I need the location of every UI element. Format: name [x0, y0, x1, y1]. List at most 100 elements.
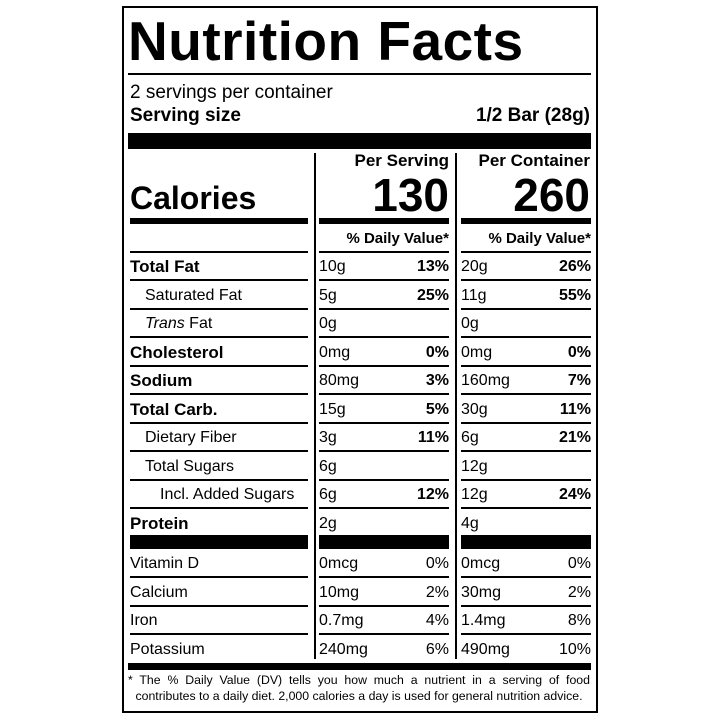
nutrient-label: Sodium [130, 367, 308, 395]
calories-bar [461, 218, 591, 224]
dv-header-container: % Daily Value* [461, 225, 591, 253]
daily-value: 8% [567, 612, 591, 629]
amount: 0mg [319, 343, 351, 361]
per-container-cell: 20g 26% [461, 253, 591, 281]
calories-per-container: 260 [513, 169, 590, 221]
amount: 490mg [461, 640, 510, 658]
amount: 3g [319, 429, 337, 446]
divider [128, 73, 591, 75]
per-container-cell: 12g 24% [461, 481, 591, 509]
nutrient-label: Protein [130, 513, 189, 533]
nutrient-label: Dietary Fiber [130, 424, 308, 452]
label-title: Nutrition Facts [128, 10, 524, 72]
per-serving-cell: 15g 5% [319, 396, 449, 424]
per-serving-header: Per Serving [354, 151, 450, 170]
daily-value: 7% [567, 372, 591, 389]
serving-size-label: Serving size [130, 105, 241, 126]
amount: 0g [461, 315, 479, 332]
daily-value: 2% [567, 583, 591, 601]
daily-value: 0% [425, 343, 449, 361]
per-container-cell: 0mcg 0% [461, 550, 591, 578]
nutrient-label: Trans Fat [130, 310, 308, 338]
per-container-cell: 0mg 0% [461, 339, 591, 367]
daily-value: 6% [425, 640, 449, 658]
calories-bar [319, 218, 449, 224]
daily-value: 11% [559, 400, 591, 418]
daily-value: 11% [417, 429, 449, 446]
per-serving-cell: 0.7mg 4% [319, 607, 449, 635]
per-serving-cell: 5g 25% [319, 282, 449, 310]
per-serving-cell: 2g [319, 510, 449, 538]
amount: 0mcg [319, 555, 359, 572]
amount: 30mg [461, 583, 502, 601]
daily-value: 13% [416, 258, 449, 275]
amount: 4g [461, 514, 479, 532]
nutrition-label [122, 6, 598, 713]
amount: 80mg [319, 372, 360, 389]
daily-value: 0% [425, 555, 449, 572]
calories-bar [130, 218, 308, 224]
amount: 11g [461, 286, 487, 304]
amount: 6g [319, 486, 337, 503]
per-container-cell: 0g [461, 310, 591, 338]
per-serving-cell: 240mg 6% [319, 636, 449, 664]
nutrient-label: Total Sugars [130, 453, 308, 481]
section-bar [130, 535, 308, 549]
calories-per-serving: 130 [372, 169, 449, 221]
daily-value: 10% [558, 640, 591, 658]
nutrient-label: Iron [130, 607, 308, 635]
calories-label: Calories [130, 180, 257, 216]
column-divider [455, 475, 457, 659]
per-container-cell: 12g [461, 453, 591, 481]
per-serving-cell: 10mg 2% [319, 579, 449, 607]
amount: 0mcg [461, 555, 501, 572]
amount: 20g [461, 258, 488, 275]
per-container-cell: 11g 55% [461, 282, 591, 310]
section-bar [319, 535, 449, 549]
amount: 10g [319, 258, 346, 275]
amount: 6g [319, 457, 337, 475]
section-bar [461, 535, 591, 549]
daily-value: 4% [425, 612, 449, 629]
daily-value: 55% [558, 286, 591, 304]
per-serving-cell: 10g 13% [319, 253, 449, 281]
daily-value: 24% [558, 486, 591, 503]
amount: 0g [319, 315, 337, 332]
amount: 160mg [461, 372, 510, 389]
nutrient-label: Vitamin D [130, 550, 308, 578]
daily-value: 0% [567, 555, 591, 572]
amount: 0.7mg [319, 612, 364, 629]
per-serving-cell: 0mcg 0% [319, 550, 449, 578]
amount: 5g [319, 286, 337, 304]
daily-value: 3% [425, 372, 449, 389]
serving-size-value: 1/2 Bar (28g) [475, 105, 590, 126]
footnote: * The % Daily Value (DV) tells you how m… [128, 673, 590, 703]
nutrient-label: Total Carb. [130, 396, 308, 424]
nutrient-label: Cholesterol [130, 339, 308, 367]
amount: 1.4mg [461, 612, 506, 629]
daily-value: 0% [567, 343, 591, 361]
amount: 10mg [319, 583, 360, 601]
daily-value: 26% [558, 258, 591, 275]
amount: 2g [319, 514, 337, 532]
bottom-bar [128, 663, 591, 670]
per-container-cell: 6g 21% [461, 424, 591, 452]
amount: 15g [319, 400, 346, 418]
per-container-cell: 30mg 2% [461, 579, 591, 607]
per-container-header: Per Container [478, 151, 590, 170]
amount: 30g [461, 400, 488, 418]
amount: 0mg [461, 343, 493, 361]
per-serving-cell: 6g [319, 453, 449, 481]
nutrient-label: Saturated Fat [130, 282, 308, 310]
per-serving-cell: 80mg 3% [319, 367, 449, 395]
column-divider [314, 475, 316, 659]
daily-value: 21% [558, 429, 591, 446]
nutrient-label: Potassium [130, 640, 205, 658]
amount: 12g [461, 457, 488, 475]
per-serving-cell: 0mg 0% [319, 339, 449, 367]
nutrient-label: Total Fat [130, 253, 308, 281]
nutrient-label: Calcium [130, 579, 308, 607]
daily-value: 25% [416, 286, 449, 304]
nutrient-label: Incl. Added Sugars [130, 481, 308, 509]
per-serving-cell: 6g 12% [319, 481, 449, 509]
